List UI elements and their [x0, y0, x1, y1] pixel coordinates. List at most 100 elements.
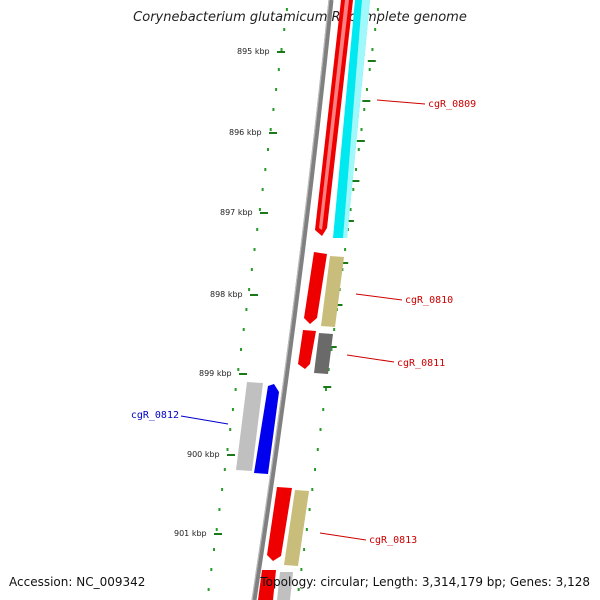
- inner-tick: [275, 88, 278, 91]
- kbp-major-tick: [227, 454, 235, 456]
- inner-tick: [207, 588, 210, 591]
- outer-tick: [327, 368, 330, 371]
- outer-tick: [330, 348, 333, 351]
- inner-tick: [223, 468, 226, 471]
- gene-label-cgR_0809[interactable]: cgR_0809: [428, 99, 476, 110]
- inner-tick: [221, 488, 224, 491]
- gene-olive-cgR_0813[interactable]: [284, 490, 309, 566]
- inner-tick: [248, 288, 251, 291]
- kbp-label: 900 kbp: [187, 450, 220, 459]
- inner-tick: [277, 68, 280, 71]
- outer-tick: [319, 428, 322, 431]
- inner-tick: [226, 448, 229, 451]
- kbp-major-tick: [250, 294, 258, 296]
- kbp-label: 896 kbp: [229, 128, 262, 137]
- outer-tick: [368, 68, 371, 71]
- inner-tick: [272, 108, 275, 111]
- outer-major-tick: [351, 180, 360, 182]
- outer-tick: [333, 328, 336, 331]
- outer-tick: [297, 588, 300, 591]
- inner-tick: [264, 168, 267, 171]
- gene-red-cgR_0813[interactable]: [267, 487, 292, 561]
- gene-label-cgR_0813[interactable]: cgR_0813: [369, 535, 417, 546]
- outer-major-tick: [345, 220, 354, 222]
- gene-label-cgR_0812[interactable]: cgR_0812: [131, 410, 179, 421]
- gene-leader-line: [346, 354, 395, 363]
- inner-tick: [229, 428, 232, 431]
- inner-tick: [253, 248, 256, 251]
- outer-tick: [324, 388, 327, 391]
- kbp-label: 899 kbp: [199, 369, 232, 378]
- kbp-major-tick: [239, 373, 247, 375]
- kbp-label: 901 kbp: [174, 529, 207, 538]
- inner-tick: [234, 388, 237, 391]
- outer-tick: [357, 148, 360, 151]
- kbp-labels: 895 kbp 896 kbp 897 kbp 898 kbp 899 kbp 900 k…: [174, 47, 285, 538]
- outer-major-tick: [367, 60, 376, 62]
- inner-tick: [213, 548, 216, 551]
- inner-tick: [250, 268, 253, 271]
- gene-red-partial[interactable]: [258, 570, 276, 600]
- outer-tick: [355, 168, 358, 171]
- inner-tick: [283, 28, 286, 31]
- kbp-label: 895 kbp: [237, 47, 270, 56]
- outer-tick: [349, 208, 352, 211]
- gene-leader-line: [376, 99, 426, 105]
- gene-leader-line: [180, 415, 229, 425]
- outer-major-tick: [328, 346, 337, 348]
- kbp-label: 897 kbp: [220, 208, 253, 217]
- outer-major-tick: [356, 140, 365, 142]
- gene-gray-partial[interactable]: [277, 572, 293, 600]
- summary-text: Topology: circular; Length: 3,314,179 bp…: [260, 575, 590, 589]
- inner-tick: [256, 228, 259, 231]
- kbp-major-tick: [214, 533, 222, 535]
- outer-tick: [363, 108, 366, 111]
- gene-leader-line: [319, 532, 367, 541]
- gene-label-cgR_0810[interactable]: cgR_0810: [405, 295, 453, 306]
- inner-tick: [215, 528, 218, 531]
- gene-cyan-highlight[interactable]: [343, 0, 370, 238]
- inner-tick: [218, 508, 221, 511]
- inner-tick: [242, 328, 245, 331]
- inner-tick: [245, 308, 248, 311]
- outer-tick: [308, 508, 311, 511]
- outer-tick: [303, 548, 306, 551]
- features[interactable]: [236, 0, 370, 600]
- outer-tick: [314, 468, 317, 471]
- tick-marks: [207, 8, 379, 591]
- outer-tick: [344, 248, 347, 251]
- kbp-major-tick: [277, 51, 285, 53]
- kbp-major-tick: [260, 212, 268, 214]
- gene-blue-cgR_0812[interactable]: [254, 384, 279, 474]
- gene-gray-cgR_0811[interactable]: [314, 333, 333, 374]
- inner-tick: [269, 128, 272, 131]
- outer-tick: [305, 528, 308, 531]
- gene-red-cgR_0810[interactable]: [304, 252, 327, 324]
- gene-red-highlight[interactable]: [319, 0, 349, 230]
- outer-tick: [352, 188, 355, 191]
- gene-red-cgR_0811[interactable]: [298, 330, 316, 369]
- gene-labels[interactable]: cgR_0809 cgR_0810 cgR_0811 cgR_0812 cgR_0813: [131, 99, 476, 546]
- outer-tick: [311, 488, 314, 491]
- outer-tick: [316, 448, 319, 451]
- backbone-line: [251, 0, 334, 600]
- inner-tick: [267, 148, 270, 151]
- inner-tick: [237, 368, 240, 371]
- backbone-highlight: [251, 0, 330, 600]
- gene-leader-line: [355, 293, 403, 301]
- inner-tick: [285, 8, 288, 11]
- outer-major-tick: [340, 262, 349, 264]
- inner-tick: [280, 48, 283, 51]
- inner-tick: [258, 208, 261, 211]
- inner-tick: [261, 188, 264, 191]
- backbone: [251, 0, 334, 600]
- gene-lightgray-cgR_0812[interactable]: [236, 382, 263, 471]
- inner-tick: [210, 568, 213, 571]
- gene-label-cgR_0811[interactable]: cgR_0811: [397, 358, 445, 369]
- outer-tick: [346, 228, 349, 231]
- inner-tick: [240, 348, 243, 351]
- gene-olive-cgR_0810[interactable]: [321, 256, 344, 327]
- outer-tick: [300, 568, 303, 571]
- map-title: Corynebacterium glutamicum R, complete g…: [133, 10, 467, 25]
